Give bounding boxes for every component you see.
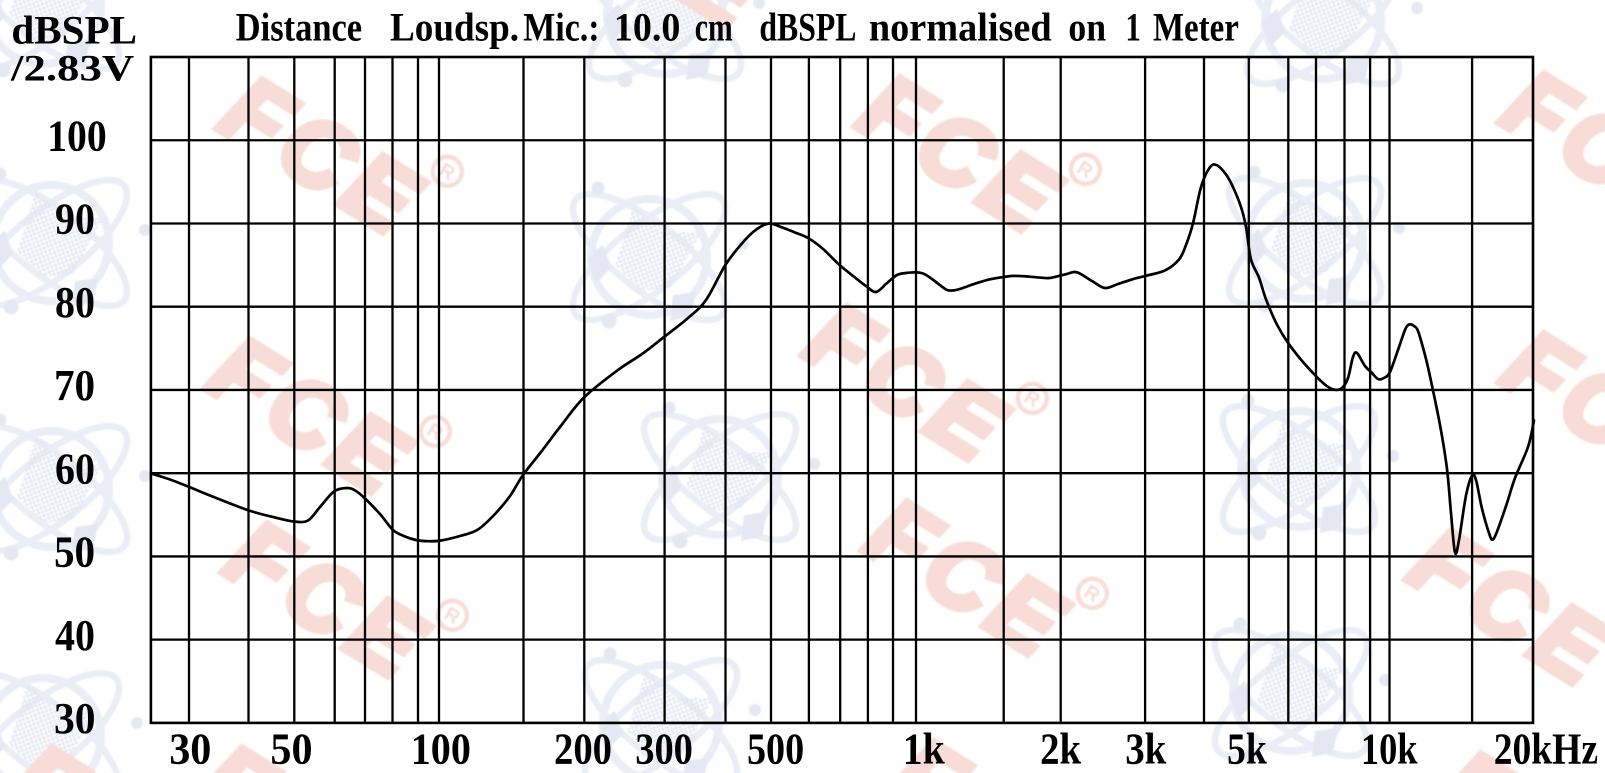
svg-text:Distance: Distance xyxy=(236,6,362,50)
svg-text:3k: 3k xyxy=(1125,724,1167,773)
svg-text:300: 300 xyxy=(635,724,693,773)
svg-text:1k: 1k xyxy=(903,726,946,773)
svg-text:dBSPL: dBSPL xyxy=(759,5,856,49)
svg-text:90: 90 xyxy=(55,196,95,244)
svg-text:10.0: 10.0 xyxy=(614,6,681,50)
svg-text:Loudsp.: Loudsp. xyxy=(390,6,519,50)
svg-text:Meter: Meter xyxy=(1153,5,1239,50)
svg-text:30: 30 xyxy=(169,726,211,773)
svg-text:80: 80 xyxy=(55,279,95,327)
svg-text:cm: cm xyxy=(695,5,733,49)
svg-text:2k: 2k xyxy=(1040,724,1081,773)
svg-text:100: 100 xyxy=(47,113,106,161)
svg-text:normalised: normalised xyxy=(869,6,1052,50)
svg-text:30: 30 xyxy=(54,695,96,743)
svg-text:10k: 10k xyxy=(1361,724,1418,773)
svg-text:40: 40 xyxy=(55,612,95,660)
svg-text:Mic.:: Mic.: xyxy=(523,6,599,50)
svg-text:1: 1 xyxy=(1125,5,1140,50)
svg-text:500: 500 xyxy=(747,724,804,773)
svg-text:50: 50 xyxy=(270,726,312,773)
svg-text:50: 50 xyxy=(54,528,95,577)
svg-text:200: 200 xyxy=(554,724,612,773)
svg-text:60: 60 xyxy=(55,446,95,494)
svg-text:70: 70 xyxy=(54,362,95,411)
svg-text:100: 100 xyxy=(411,726,471,773)
svg-text:on: on xyxy=(1068,6,1106,50)
svg-text:20kHz: 20kHz xyxy=(1494,725,1598,773)
svg-text:5k: 5k xyxy=(1227,725,1267,773)
svg-text:/2.83V: /2.83V xyxy=(10,47,135,88)
svg-text:dBSPL: dBSPL xyxy=(11,8,137,52)
